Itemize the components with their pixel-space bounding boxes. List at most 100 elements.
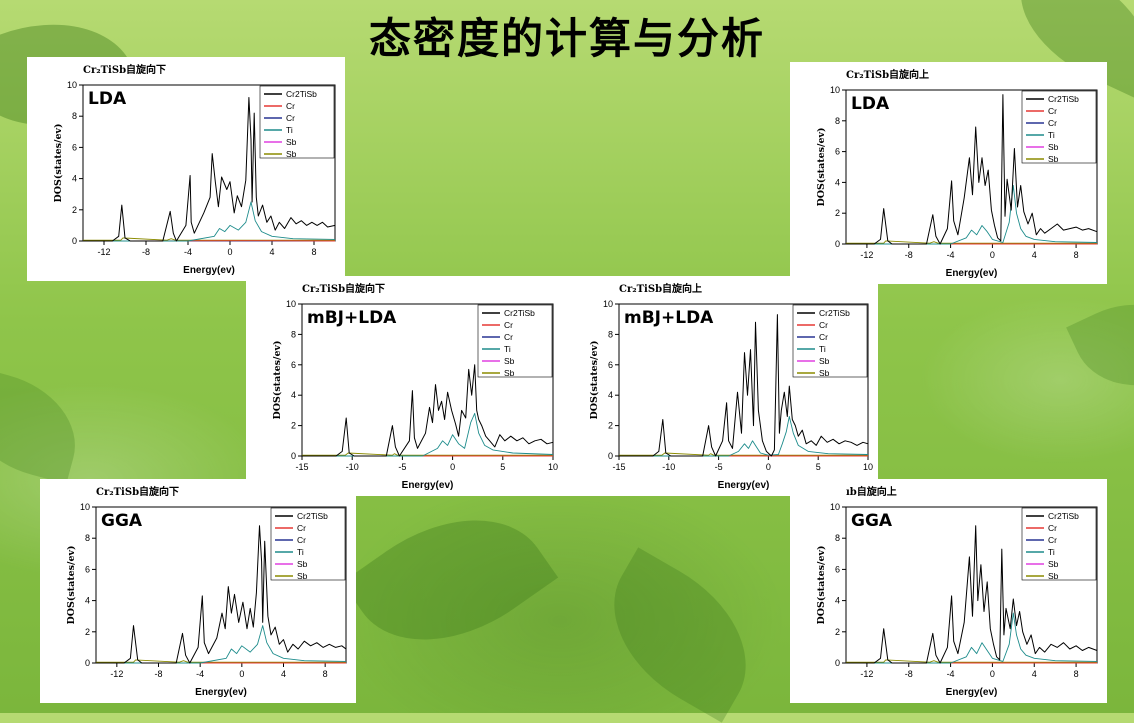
legend-label: Sb: [819, 368, 830, 378]
x-axis-label: Energy(ev): [183, 265, 235, 276]
x-tick-label: 8: [323, 669, 328, 679]
x-tick-label: 5: [816, 462, 821, 472]
legend-label: Sb: [286, 137, 297, 147]
y-tick-label: 8: [608, 329, 613, 339]
x-tick-label: -8: [154, 669, 162, 679]
legend-label: Cr2TiSb: [297, 511, 328, 521]
x-tick-label: -4: [947, 250, 955, 260]
x-axis-label: Energy(ev): [402, 480, 454, 491]
y-tick-label: 2: [85, 627, 90, 637]
x-tick-label: 8: [1074, 250, 1079, 260]
legend-label: Cr2TiSb: [504, 308, 535, 318]
legend-label: Cr: [297, 535, 306, 545]
legend-label: Sb: [1048, 559, 1059, 569]
y-axis-label: DOS(states/ev): [589, 340, 600, 419]
x-tick-label: 4: [1032, 669, 1037, 679]
background-leaf: [342, 479, 558, 681]
legend-label: Cr: [1048, 118, 1057, 128]
series-line-ti: [846, 613, 1097, 663]
x-tick-label: -12: [860, 250, 873, 260]
x-tick-label: 5: [500, 462, 505, 472]
x-tick-label: -8: [142, 247, 150, 257]
y-tick-label: 4: [835, 596, 840, 606]
x-tick-label: 0: [990, 250, 995, 260]
y-tick-label: 0: [85, 658, 90, 668]
legend-label: Ti: [297, 547, 304, 557]
legend-label: Sb: [297, 559, 308, 569]
y-tick-label: 2: [608, 421, 613, 431]
legend-label: Cr: [1048, 106, 1057, 116]
y-tick-label: 2: [835, 627, 840, 637]
y-tick-label: 10: [286, 299, 296, 309]
legend-label: Sb: [819, 356, 830, 366]
y-tick-label: 8: [291, 329, 296, 339]
panel-title: Cr₂TiSb自旋向上: [846, 68, 929, 81]
x-tick-label: 8: [1074, 669, 1079, 679]
legend-label: Ti: [819, 344, 826, 354]
legend-label: Cr2TiSb: [1048, 94, 1079, 104]
panel-title: ıb自旋向上: [846, 485, 897, 498]
y-axis-label: DOS(states/ev): [66, 545, 77, 624]
y-tick-label: 6: [85, 564, 90, 574]
y-tick-label: 4: [835, 177, 840, 187]
x-tick-label: -12: [860, 669, 873, 679]
panel-title: Cr₂TiSb自旋向下: [96, 485, 179, 498]
y-tick-label: 8: [835, 533, 840, 543]
y-tick-label: 0: [72, 236, 77, 246]
y-tick-label: 6: [72, 142, 77, 152]
x-tick-label: -10: [346, 462, 359, 472]
y-tick-label: 0: [835, 239, 840, 249]
y-tick-label: 8: [85, 533, 90, 543]
method-label: GGA: [101, 511, 143, 531]
background-leaf: [583, 547, 777, 722]
y-axis-label: DOS(states/ev): [272, 340, 283, 419]
y-tick-label: 4: [608, 390, 613, 400]
y-tick-label: 0: [608, 451, 613, 461]
panel-title: Cr₂TiSb自旋向上: [619, 282, 702, 295]
x-tick-label: -12: [110, 669, 123, 679]
x-axis-label: Energy(ev): [195, 687, 247, 698]
x-tick-label: -5: [398, 462, 406, 472]
x-tick-label: 0: [227, 247, 232, 257]
legend-label: Sb: [504, 356, 515, 366]
y-tick-label: 8: [72, 111, 77, 121]
x-axis-label: Energy(ev): [718, 480, 770, 491]
x-tick-label: 10: [548, 462, 558, 472]
background-leaf: [1066, 281, 1134, 409]
x-tick-label: -15: [295, 462, 308, 472]
x-axis-label: Energy(ev): [946, 268, 998, 279]
y-tick-label: 2: [835, 208, 840, 218]
legend-label: Cr: [1048, 535, 1057, 545]
y-tick-label: 4: [291, 390, 296, 400]
legend-label: Cr: [286, 113, 295, 123]
y-tick-label: 10: [80, 502, 90, 512]
series-line-ti: [83, 202, 335, 241]
series-line-ti: [846, 186, 1097, 245]
x-axis-label: Energy(ev): [946, 687, 998, 698]
panel-title: Cr₂TiSb自旋向下: [83, 63, 166, 76]
background-leaf: [0, 366, 90, 484]
legend-label: Cr: [286, 101, 295, 111]
y-tick-label: 8: [835, 116, 840, 126]
panel-title: Cr₂TiSb自旋向下: [302, 282, 385, 295]
legend-label: Cr: [1048, 523, 1057, 533]
method-label: LDA: [88, 89, 127, 109]
x-tick-label: 0: [450, 462, 455, 472]
x-tick-label: -4: [184, 247, 192, 257]
x-tick-label: 4: [1032, 250, 1037, 260]
x-tick-label: -8: [905, 250, 913, 260]
y-tick-label: 6: [835, 147, 840, 157]
x-tick-label: 10: [863, 462, 873, 472]
legend-label: Cr: [819, 332, 828, 342]
legend-label: Ti: [1048, 547, 1055, 557]
y-tick-label: 0: [291, 451, 296, 461]
series-line-cr2tisb: [302, 365, 553, 456]
method-label: GGA: [851, 511, 893, 531]
y-tick-label: 10: [603, 299, 613, 309]
